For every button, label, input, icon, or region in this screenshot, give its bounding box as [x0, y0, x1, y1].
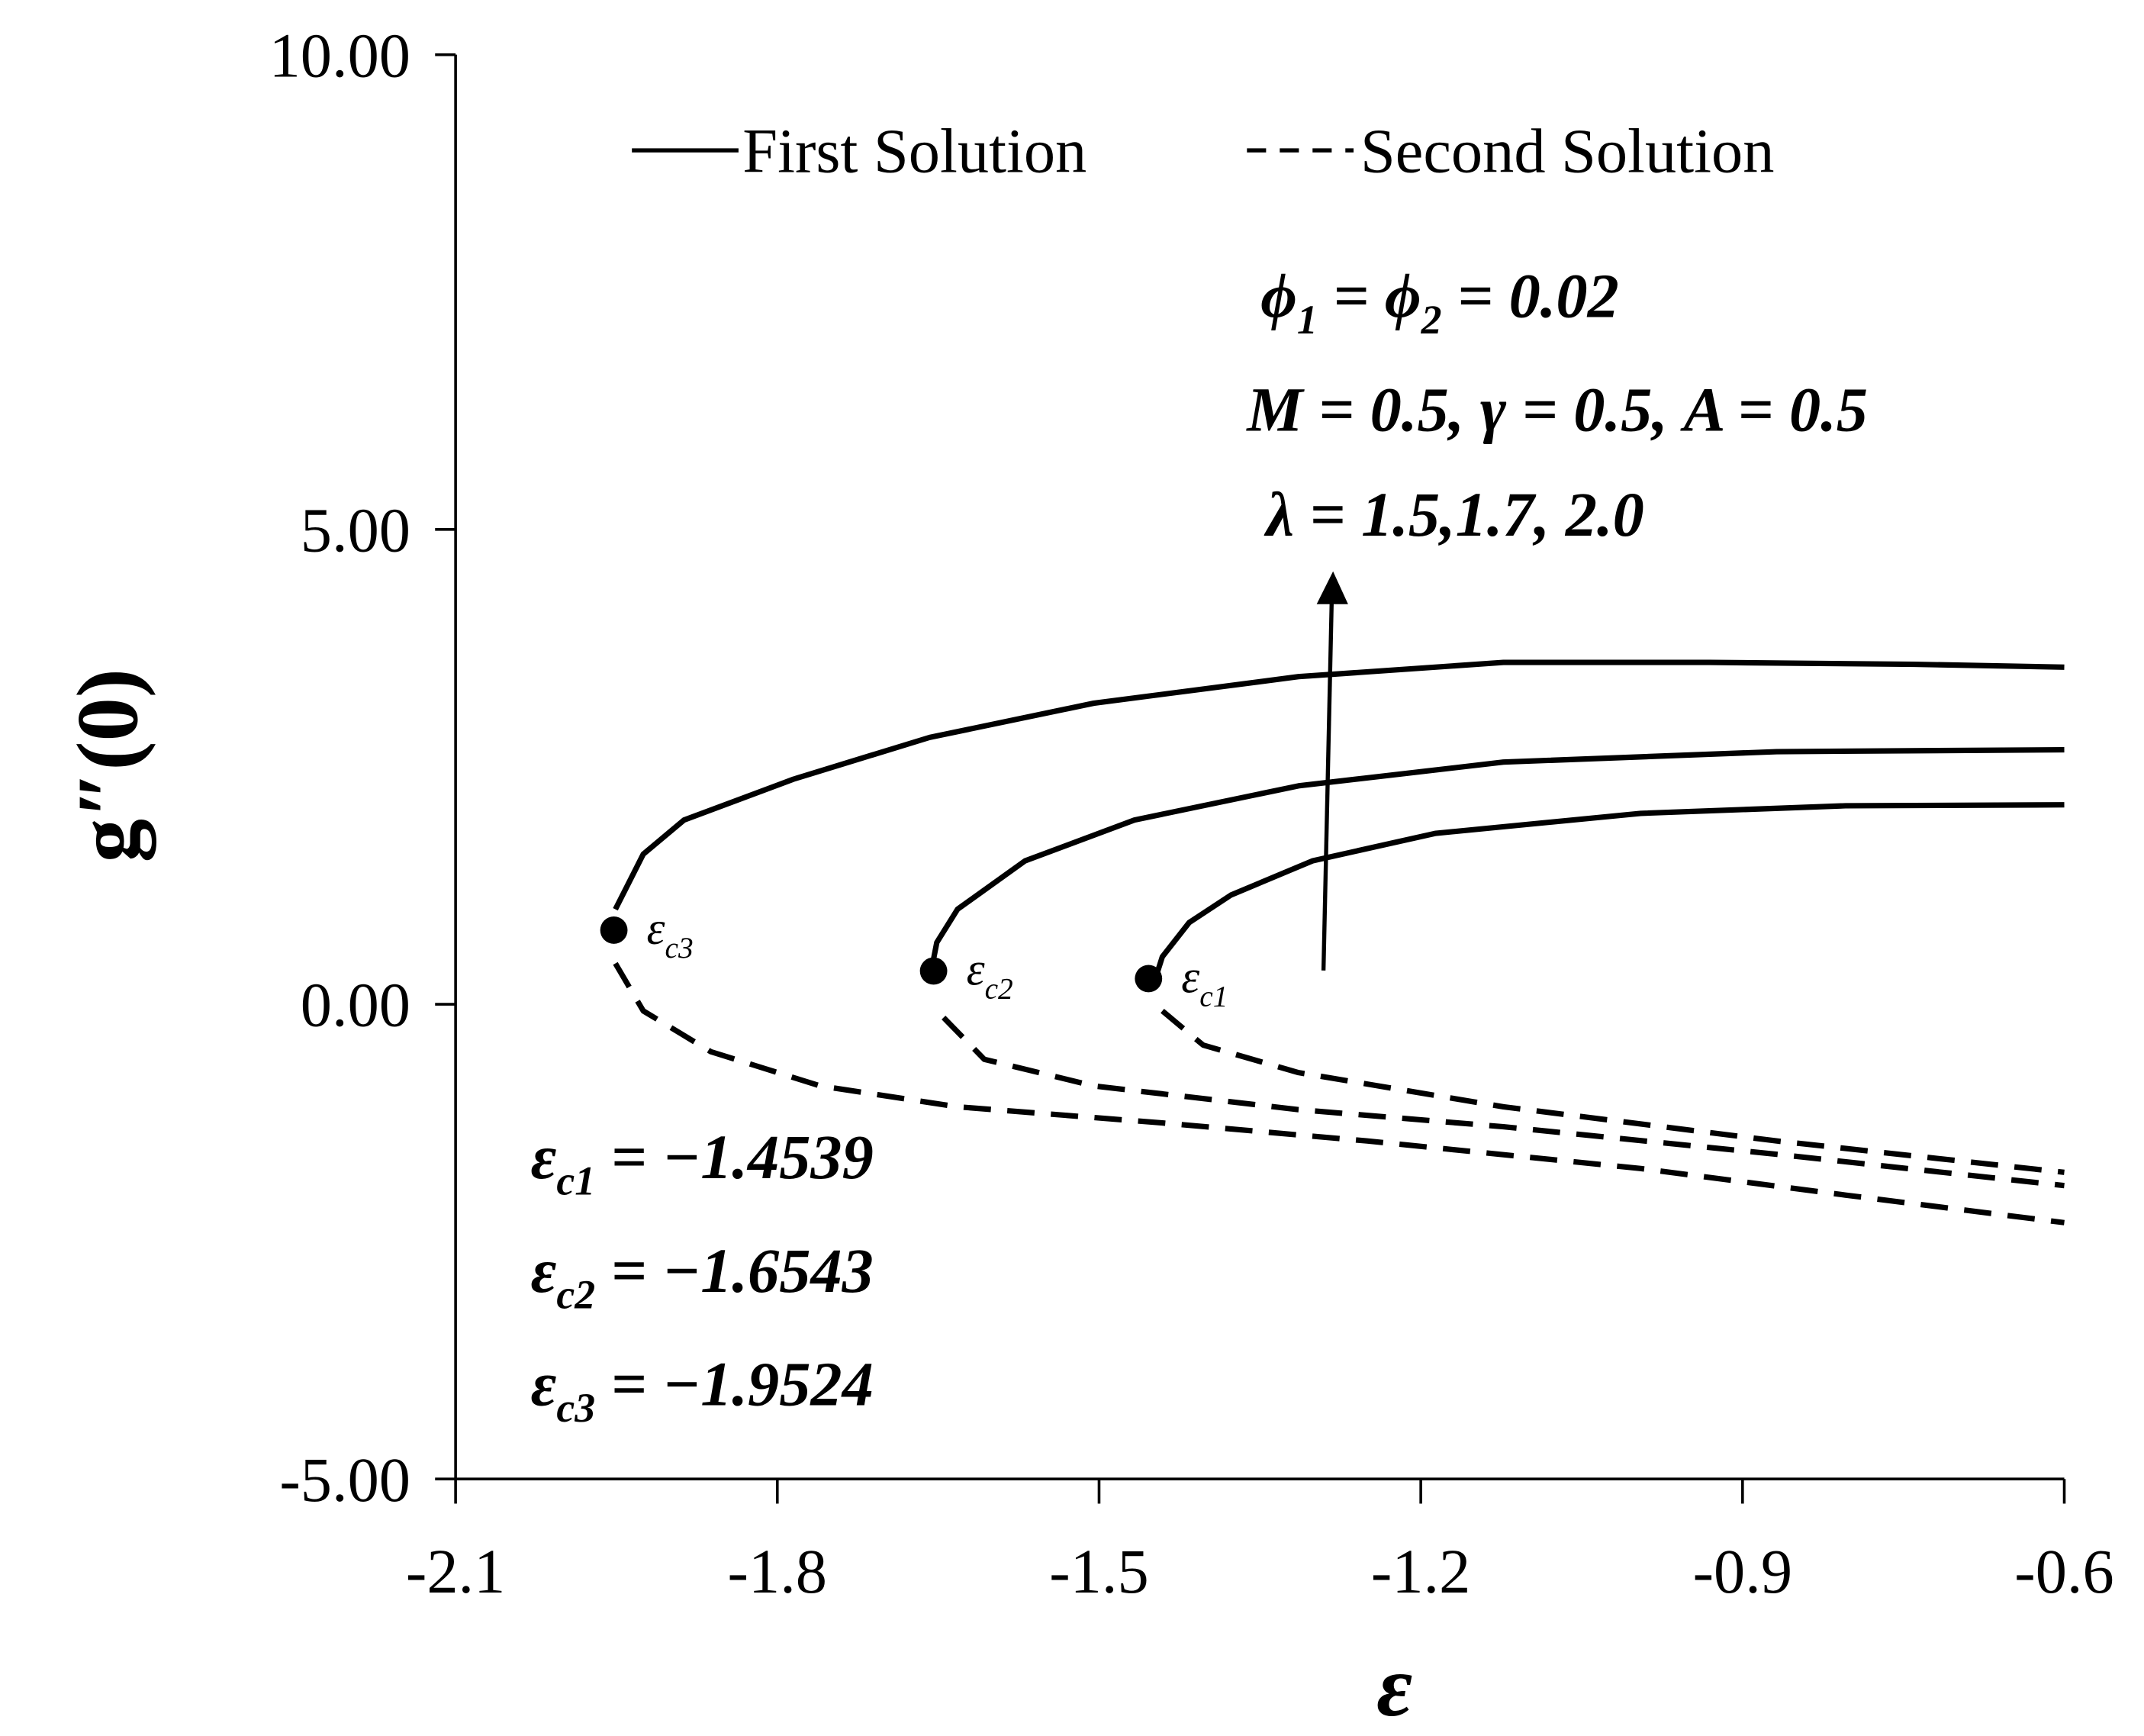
x-tick-label: -2.1	[406, 1537, 505, 1606]
annotation-text: = −1.6543	[595, 1236, 874, 1306]
critical-symbol: ε	[967, 944, 985, 995]
annotation-text: ε	[531, 1349, 557, 1419]
y-axis-label: g″(0)	[60, 668, 156, 862]
critical-sub: c3	[665, 931, 694, 965]
curve	[928, 746, 2065, 972]
curve	[1161, 1009, 2065, 1175]
annotation: εc1 = −1.4539	[531, 1122, 874, 1203]
annotation-text: ε	[531, 1236, 557, 1306]
critical-sub: c2	[985, 971, 1013, 1005]
y-tick-label: 0.00	[301, 971, 410, 1040]
x-tick-label: -0.9	[1693, 1537, 1792, 1606]
annotation-sub: c3	[556, 1385, 595, 1431]
curve	[1152, 802, 2065, 980]
critical-symbol: ε	[1181, 952, 1199, 1003]
annotation-text: M = 0.5, γ = 0.5, A = 0.5	[1245, 375, 1868, 444]
x-tick-label: -1.8	[728, 1537, 827, 1606]
arrow-shaft	[1321, 601, 1334, 971]
annotation-text: ε	[531, 1122, 557, 1192]
annotation: M = 0.5, γ = 0.5, A = 0.5	[1245, 375, 1868, 444]
annotation-sub: 2	[1421, 297, 1442, 343]
x-tick-label: -0.6	[2014, 1537, 2113, 1606]
critical-point	[600, 916, 628, 944]
annotation-text: ϕ	[1260, 262, 1297, 331]
curve	[942, 1015, 2065, 1189]
legend-label: Second Solution	[1360, 117, 1774, 186]
critical-label: εc3	[647, 903, 694, 965]
annotation-text: = −1.9524	[595, 1349, 874, 1419]
legend-label: First Solution	[742, 117, 1086, 186]
y-tick-label: -5.00	[279, 1445, 410, 1515]
x-tick-label: -1.2	[1371, 1537, 1470, 1606]
x-tick-label: -1.5	[1049, 1537, 1148, 1606]
annotation: λ = 1.5,1.7, 2.0	[1264, 480, 1643, 549]
y-tick-label: 5.00	[301, 496, 410, 565]
annotation-sub: c2	[556, 1271, 595, 1317]
annotation: ϕ1 = ϕ2 = 0.02	[1260, 262, 1619, 343]
annotation-text: = −1.4539	[595, 1122, 874, 1192]
annotation: εc2 = −1.6543	[531, 1236, 874, 1317]
curve	[613, 659, 2065, 911]
critical-sub: c1	[1199, 979, 1228, 1013]
arrow-head	[1316, 571, 1348, 604]
critical-symbol: ε	[647, 903, 665, 955]
critical-point	[919, 957, 948, 985]
annotation-sub: 1	[1297, 297, 1318, 343]
critical-label: εc2	[967, 944, 1013, 1005]
critical-label: εc1	[1181, 952, 1228, 1013]
annotation: εc3 = −1.9524	[531, 1349, 874, 1430]
curve	[613, 961, 2065, 1226]
x-axis-label: ε	[1376, 1638, 1412, 1734]
annotation-text: = 0.02	[1441, 262, 1618, 331]
annotation-text: λ = 1.5,1.7, 2.0	[1264, 480, 1643, 549]
y-tick-label: 10.00	[269, 21, 410, 90]
annotation-sub: c1	[556, 1158, 595, 1204]
annotation-text: = ϕ	[1318, 262, 1421, 331]
critical-point	[1135, 965, 1163, 993]
